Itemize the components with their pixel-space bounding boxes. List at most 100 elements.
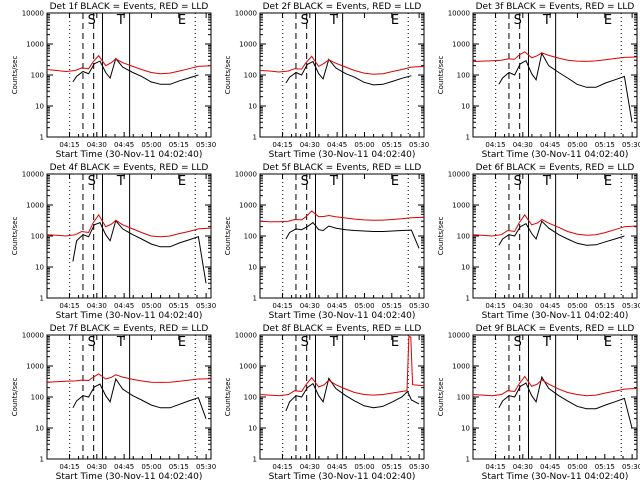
interval-letter: S: [88, 335, 96, 350]
plot-frame: [472, 12, 638, 138]
interval-letter: T: [116, 335, 125, 350]
y-tick-label: 1: [253, 134, 257, 142]
plot-frame: [46, 334, 212, 460]
y-tick-label: 1: [466, 456, 470, 464]
x-axis-label: Start Time (30-Nov-11 04:02:40): [269, 150, 416, 160]
interval-letter: T: [329, 174, 338, 189]
panel-det-2: Det 2f BLACK = Events, RED = LLD 1 10 100 10…: [224, 2, 429, 160]
x-tick-label: 05:00: [567, 302, 587, 310]
x-tick-label: 05:30: [409, 302, 429, 310]
panel-det-6: Det 6f BLACK = Events, RED = LLD 1 10 100 10…: [437, 163, 640, 321]
interval-letter: E: [604, 335, 612, 350]
x-tick-label: 05:30: [622, 141, 640, 149]
interval-letter: E: [604, 174, 612, 189]
y-tick-label: 10000: [235, 171, 257, 179]
panel-title: Det 6f BLACK = Events, RED = LLD: [476, 163, 635, 173]
y-tick-label: 1000: [26, 363, 44, 371]
interval-letter: E: [178, 335, 186, 350]
lld-series-line: [259, 55, 425, 75]
y-tick-label: 10: [35, 425, 44, 433]
interval-letter: S: [301, 335, 309, 350]
x-tick-label: 05:00: [567, 141, 587, 149]
panel-det-3: Det 3f BLACK = Events, RED = LLD 1 10 100 10…: [437, 2, 640, 160]
events-series-line: [498, 51, 633, 123]
x-tick-label: 05:15: [382, 463, 402, 471]
y-tick-label: 1000: [239, 363, 257, 371]
x-tick-label: 04:30: [87, 463, 107, 471]
interval-letter: E: [391, 335, 399, 350]
events-series-line: [72, 57, 199, 85]
panel-title: Det 1f BLACK = Events, RED = LLD: [50, 2, 209, 12]
x-axis-label: Start Time (30-Nov-11 04:02:40): [56, 472, 203, 480]
lld-series-line: [472, 214, 638, 237]
lld-series-line: [259, 335, 425, 397]
x-tick-label: 05:00: [354, 302, 374, 310]
interval-letter: S: [88, 13, 96, 28]
y-tick-label: 1: [466, 134, 470, 142]
y-tick-label: 10: [248, 425, 257, 433]
events-series-line: [285, 377, 420, 412]
x-tick-label: 05:15: [595, 302, 615, 310]
y-tick-label: 100: [31, 233, 44, 241]
events-series-line: [498, 220, 625, 246]
x-tick-label: 05:00: [141, 141, 161, 149]
y-tick-label: 10000: [22, 332, 44, 340]
interval-letter: E: [391, 13, 399, 28]
panel-title: Det 4f BLACK = Events, RED = LLD: [50, 163, 209, 173]
interval-letter: S: [301, 13, 309, 28]
interval-letter: E: [391, 174, 399, 189]
x-tick-label: 05:00: [567, 463, 587, 471]
x-tick-label: 04:30: [87, 302, 107, 310]
x-tick-label: 05:15: [382, 302, 402, 310]
x-tick-label: 05:00: [354, 463, 374, 471]
x-axis-label: Start Time (30-Nov-11 04:02:40): [269, 311, 416, 321]
interval-letter: T: [116, 13, 125, 28]
x-tick-label: 04:45: [114, 463, 134, 471]
interval-letter: E: [178, 174, 186, 189]
x-tick-label: 05:30: [196, 302, 216, 310]
y-tick-label: 1000: [239, 41, 257, 49]
y-axis-label: Counts/sec: [11, 378, 19, 417]
x-tick-label: 05:00: [354, 141, 374, 149]
y-tick-label: 100: [31, 394, 44, 402]
lld-series-line: [472, 51, 638, 63]
y-axis-label: Counts/sec: [224, 56, 232, 95]
x-tick-label: 04:45: [114, 141, 134, 149]
y-axis-label: Counts/sec: [437, 56, 445, 95]
y-axis-label: Counts/sec: [437, 378, 445, 417]
interval-letter: T: [329, 13, 338, 28]
plot-frame: [472, 334, 638, 460]
panel-det-8: Det 8f BLACK = Events, RED = LLD 1 10 100 10…: [224, 324, 429, 480]
x-tick-label: 04:30: [513, 302, 533, 310]
x-tick-label: 05:15: [595, 141, 615, 149]
x-tick-label: 04:45: [327, 463, 347, 471]
interval-letter: T: [542, 335, 551, 350]
y-tick-label: 1: [253, 295, 257, 303]
y-tick-label: 100: [457, 394, 470, 402]
x-tick-label: 05:30: [409, 141, 429, 149]
x-tick-label: 04:30: [300, 463, 320, 471]
x-tick-label: 04:30: [513, 141, 533, 149]
events-series-line: [72, 219, 207, 284]
y-tick-label: 10: [35, 103, 44, 111]
y-tick-label: 10: [461, 103, 470, 111]
panel-det-9: Det 9f BLACK = Events, RED = LLD 1 10 100 10…: [437, 324, 640, 480]
y-tick-label: 10: [461, 425, 470, 433]
interval-letter: S: [514, 335, 522, 350]
interval-letter: T: [542, 174, 551, 189]
panel-title: Det 7f BLACK = Events, RED = LLD: [50, 324, 209, 334]
y-tick-label: 10: [248, 103, 257, 111]
panel-det-1: Det 1f BLACK = Events, RED = LLD 1 10 100 10…: [11, 2, 216, 160]
interval-letter: S: [88, 174, 96, 189]
y-axis-label: Counts/sec: [437, 217, 445, 256]
lld-series-line: [46, 213, 212, 238]
y-axis-label: Counts/sec: [224, 378, 232, 417]
events-series-line: [498, 375, 633, 429]
x-tick-label: 04:45: [540, 141, 560, 149]
y-tick-label: 10: [248, 264, 257, 272]
events-series-line: [72, 377, 207, 419]
x-tick-label: 04:15: [485, 141, 505, 149]
x-tick-label: 04:45: [114, 302, 134, 310]
panel-title: Det 8f BLACK = Events, RED = LLD: [263, 324, 422, 334]
